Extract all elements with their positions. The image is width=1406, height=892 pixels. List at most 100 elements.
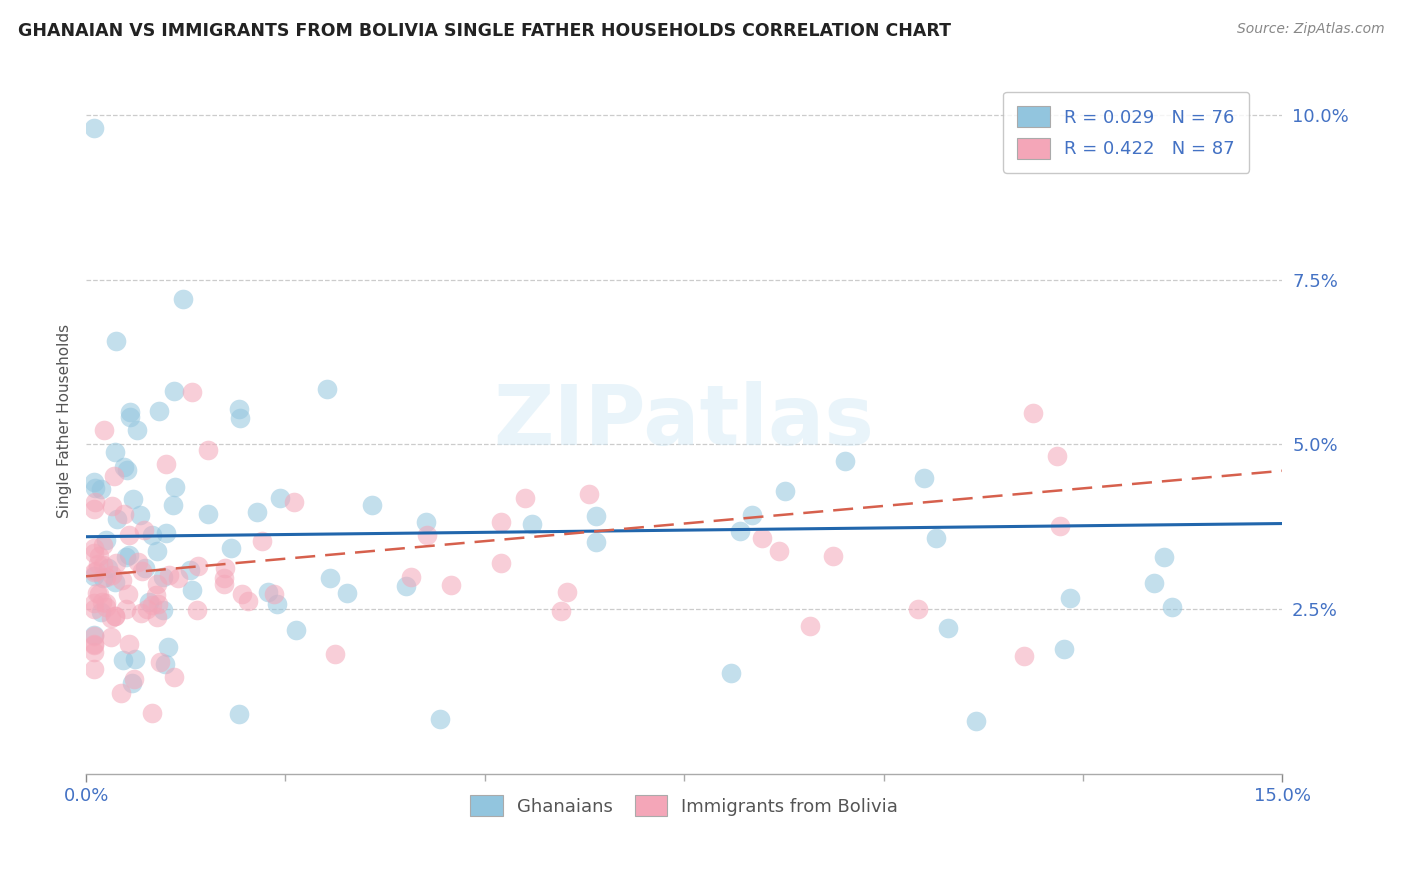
Point	[83, 495, 105, 509]
Text: Source: ZipAtlas.com: Source: ZipAtlas.com	[1237, 22, 1385, 37]
Point	[115, 549, 138, 564]
Point	[197, 443, 219, 458]
Point	[323, 647, 346, 661]
Point	[416, 528, 439, 542]
Point	[336, 586, 359, 600]
Point	[83, 120, 105, 135]
Point	[87, 557, 110, 571]
Point	[118, 637, 141, 651]
Y-axis label: Single Father Households: Single Father Households	[58, 325, 72, 518]
Point	[83, 645, 105, 659]
Point	[136, 601, 159, 615]
Point	[83, 566, 105, 580]
Point	[100, 630, 122, 644]
Point	[148, 404, 170, 418]
Point	[145, 610, 167, 624]
Point	[214, 561, 236, 575]
Legend: Ghanaians, Immigrants from Bolivia: Ghanaians, Immigrants from Bolivia	[461, 786, 907, 825]
Point	[100, 611, 122, 625]
Point	[83, 569, 105, 583]
Point	[720, 666, 742, 681]
Point	[162, 498, 184, 512]
Point	[93, 423, 115, 437]
Point	[157, 568, 180, 582]
Point	[152, 603, 174, 617]
Point	[84, 481, 107, 495]
Point	[269, 491, 291, 505]
Point	[101, 568, 124, 582]
Point	[440, 577, 463, 591]
Point	[83, 602, 105, 616]
Point	[585, 534, 607, 549]
Point	[1022, 406, 1045, 420]
Point	[94, 533, 117, 547]
Point	[181, 582, 204, 597]
Point	[219, 541, 242, 555]
Point	[91, 558, 114, 573]
Point	[141, 598, 163, 612]
Point	[834, 454, 856, 468]
Point	[775, 484, 797, 499]
Point	[129, 606, 152, 620]
Point	[145, 588, 167, 602]
Point	[257, 585, 280, 599]
Point	[228, 707, 250, 722]
Point	[94, 596, 117, 610]
Point	[167, 571, 190, 585]
Point	[83, 638, 105, 652]
Point	[138, 595, 160, 609]
Point	[1049, 519, 1071, 533]
Point	[1143, 576, 1166, 591]
Point	[83, 637, 105, 651]
Point	[83, 596, 105, 610]
Point	[87, 586, 110, 600]
Point	[180, 384, 202, 399]
Point	[153, 657, 176, 671]
Point	[86, 586, 108, 600]
Point	[246, 504, 269, 518]
Point	[399, 570, 422, 584]
Point	[266, 598, 288, 612]
Point	[89, 549, 111, 563]
Point	[149, 655, 172, 669]
Point	[145, 577, 167, 591]
Point	[252, 534, 274, 549]
Point	[91, 571, 114, 585]
Point	[121, 676, 143, 690]
Point	[585, 509, 607, 524]
Point	[118, 548, 141, 562]
Point	[134, 561, 156, 575]
Point	[83, 628, 105, 642]
Point	[768, 544, 790, 558]
Point	[315, 382, 337, 396]
Point	[751, 531, 773, 545]
Point	[415, 515, 437, 529]
Point	[112, 507, 135, 521]
Point	[489, 556, 512, 570]
Point	[186, 603, 208, 617]
Point	[152, 569, 174, 583]
Point	[429, 712, 451, 726]
Point	[1012, 648, 1035, 663]
Point	[101, 499, 124, 513]
Point	[97, 560, 120, 574]
Point	[122, 492, 145, 507]
Text: ZIPatlas: ZIPatlas	[494, 381, 875, 462]
Point	[799, 618, 821, 632]
Point	[146, 597, 169, 611]
Point	[122, 672, 145, 686]
Point	[163, 670, 186, 684]
Point	[236, 594, 259, 608]
Point	[520, 516, 543, 531]
Point	[285, 623, 308, 637]
Point	[212, 571, 235, 585]
Point	[131, 564, 153, 578]
Point	[83, 629, 105, 643]
Point	[229, 411, 252, 425]
Point	[187, 558, 209, 573]
Point	[111, 573, 134, 587]
Point	[105, 556, 128, 570]
Point	[155, 526, 177, 541]
Point	[91, 539, 114, 553]
Point	[212, 577, 235, 591]
